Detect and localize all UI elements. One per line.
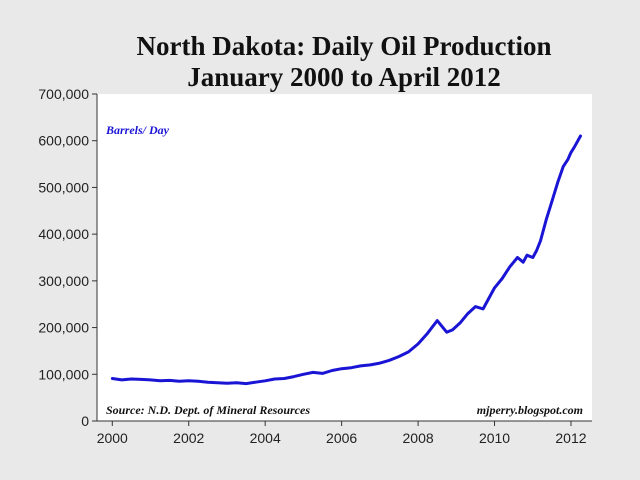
x-tick-label: 2008 xyxy=(403,430,434,446)
series-label: Barrels/ Day xyxy=(105,123,170,137)
x-tick-label: 2010 xyxy=(479,430,510,446)
source-note: Source: N.D. Dept. of Mineral Resources xyxy=(106,403,310,417)
chart-title: North Dakota: Daily Oil Production xyxy=(136,31,551,61)
series-line xyxy=(110,134,582,386)
series-layer xyxy=(110,134,582,386)
y-tick-label: 500,000 xyxy=(38,179,89,195)
y-tick-label: 400,000 xyxy=(38,226,89,242)
credit-note: mjperry.blogspot.com xyxy=(477,403,583,417)
y-axis-ticks: 0 100,000 200,000 300,000 400,000 500,000 600,… xyxy=(38,86,97,429)
x-tick-label: 2006 xyxy=(326,430,357,446)
chart-subtitle: January 2000 to April 2012 xyxy=(187,62,501,92)
y-tick-label: 0 xyxy=(81,413,89,429)
y-tick-label: 600,000 xyxy=(38,133,89,149)
y-tick-label: 300,000 xyxy=(38,273,89,289)
plot-area xyxy=(97,94,592,421)
x-tick-label: 2004 xyxy=(250,430,281,446)
y-tick-label: 100,000 xyxy=(38,366,89,382)
x-tick-label: 2000 xyxy=(97,430,128,446)
x-tick-label: 2012 xyxy=(555,430,586,446)
x-tick-label: 2002 xyxy=(173,430,204,446)
x-axis-ticks: 2000 2002 2004 2006 2008 2010 2012 xyxy=(97,421,587,446)
y-tick-label: 200,000 xyxy=(38,320,89,336)
y-tick-label: 700,000 xyxy=(38,86,89,102)
